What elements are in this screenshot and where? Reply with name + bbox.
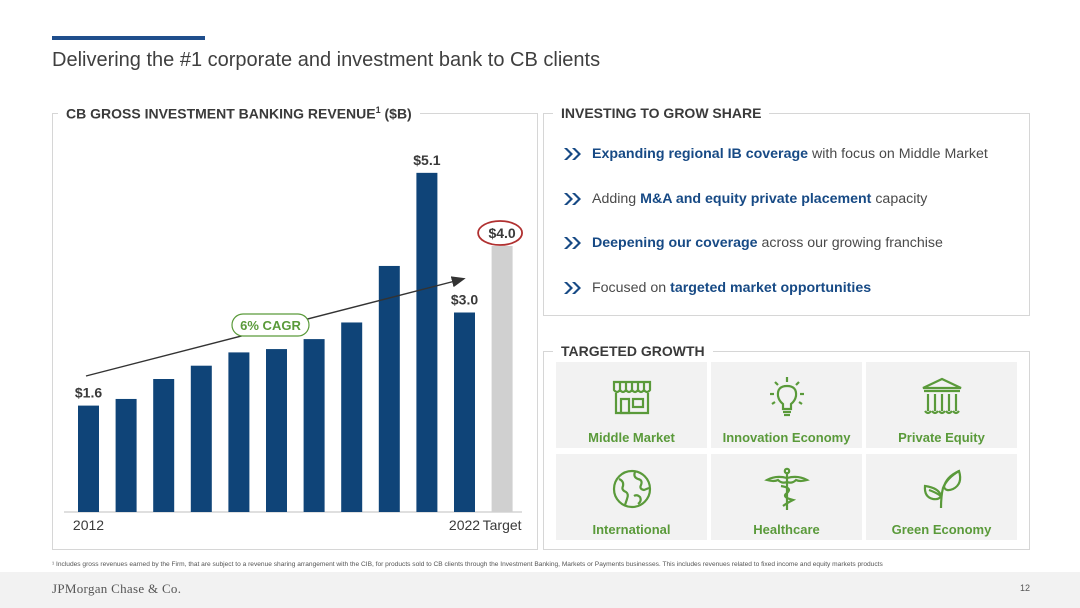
globe-icon: [612, 469, 651, 509]
cagr-pill: [231, 313, 310, 337]
x-tick-label: Target: [483, 517, 522, 533]
double-chevron-icon: [564, 282, 581, 294]
tile-label: Middle Market: [588, 430, 675, 445]
x-tick-label: 2012: [73, 517, 104, 533]
x-tick-label: 2022: [449, 517, 480, 533]
bar-2014: [153, 379, 175, 512]
bar-value-label: $5.1: [413, 152, 440, 168]
bullet-text: Deepening our coverage across our growin…: [592, 235, 943, 251]
investing-panel-title: INVESTING TO GROW SHARE: [553, 105, 770, 121]
tile-healthcare: Healthcare: [711, 454, 862, 540]
tile-private-equity: Private Equity: [866, 362, 1017, 448]
page-number: 12: [1019, 583, 1030, 593]
bullet-item: Expanding regional IB coverage with focu…: [563, 141, 988, 167]
cagr-label: 6% CAGR: [240, 318, 301, 333]
bullet-item: Focused on targeted market opportunities: [563, 275, 871, 301]
title-accent-bar: [52, 36, 205, 40]
bar-2022: [454, 312, 475, 512]
double-chevron-icon: [564, 193, 581, 205]
bar-value-label: $4.0: [488, 225, 515, 241]
caduceus-icon: [763, 467, 810, 510]
bar-value-label: $1.6: [75, 385, 102, 401]
chart-title-unit: ($B): [380, 105, 412, 122]
chart-title-main: CB GROSS INVESTMENT BANKING REVENUE: [66, 105, 376, 122]
page-title: Delivering the #1 corporate and investme…: [52, 49, 601, 71]
bar-2016: [228, 352, 250, 512]
storefront-icon: [612, 380, 651, 415]
bar-2015: [190, 365, 212, 512]
sprout-icon: [923, 469, 961, 509]
tile-label: Healthcare: [753, 522, 820, 537]
double-chevron-icon: [564, 237, 581, 249]
tile-label: International: [592, 522, 671, 537]
bar-2021: [416, 172, 438, 512]
jpmorgan-logo: JPMorgan Chase & Co.: [52, 581, 182, 596]
double-chevron-icon: [564, 148, 581, 160]
targeted-growth-title: TARGETED GROWTH: [553, 343, 713, 359]
bullet-item: Deepening our coverage across our growin…: [563, 230, 943, 256]
chart-title-footnote-mark: 1: [375, 105, 381, 115]
bullet-item: Adding M&A and equity private placement …: [563, 186, 927, 212]
bar-2019: [341, 322, 363, 512]
chart-panel-title: CB GROSS INVESTMENT BANKING REVENUE1 ($B…: [58, 105, 420, 122]
tile-middle-market: Middle Market: [556, 362, 707, 448]
bullet-text: Adding M&A and equity private placement …: [592, 191, 928, 207]
bullet-text: Expanding regional IB coverage with focu…: [592, 146, 988, 162]
targeted-growth-panel: [543, 351, 1030, 550]
target-bar: [491, 246, 513, 512]
bar-2012: [78, 405, 99, 512]
tile-green-economy: Green Economy: [866, 454, 1017, 540]
bar-2017: [266, 349, 287, 512]
tile-label: Private Equity: [898, 430, 985, 445]
target-highlight-circle: [477, 220, 524, 246]
bar-2018: [303, 339, 325, 512]
tile-international: International: [556, 454, 707, 540]
bar-2013: [115, 398, 137, 512]
bullet-text: Focused on targeted market opportunities: [592, 280, 872, 296]
tile-label: Green Economy: [891, 522, 992, 537]
revenue-bar-chart: $1.6 2012 $5.1 $3.0 2022 $4.0 Target 6% CAGR: [64, 152, 524, 533]
investing-panel: [543, 113, 1030, 316]
lightbulb-icon: [769, 377, 804, 417]
tile-innovation-economy: Innovation Economy: [711, 362, 862, 448]
bar-value-label: $3.0: [451, 292, 478, 308]
footer-bar: [0, 572, 1080, 608]
footnote: ¹ Includes gross revenues earned by the …: [52, 561, 883, 568]
tile-label: Innovation Economy: [722, 430, 851, 445]
bank-building-icon: [922, 377, 961, 415]
bar-2020: [378, 265, 400, 512]
